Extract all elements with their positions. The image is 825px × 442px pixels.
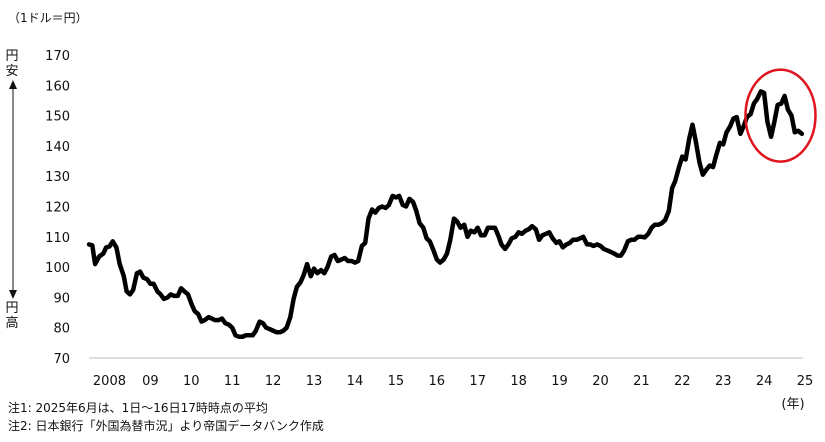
x-tick-label: 09 (142, 374, 159, 389)
unit-label: （1ドル＝円） (8, 11, 88, 25)
x-tick-label: 20 (592, 374, 609, 389)
x-tick-label: 18 (510, 374, 527, 389)
y-tick-label: 100 (45, 261, 70, 276)
x-tick-label: 16 (429, 374, 446, 389)
x-tick-label: 23 (715, 374, 732, 389)
yen-strong-label: 円高 (5, 301, 18, 331)
x-tick-label: 17 (469, 374, 486, 389)
note-2: 注2: 日本銀行「外国為替市況」より帝国データバンク作成 (8, 418, 324, 433)
x-tick-label: 11 (224, 374, 241, 389)
y-tick-label: 110 (45, 231, 70, 246)
y-tick-label: 170 (45, 49, 70, 64)
x-tick-label: 13 (306, 374, 323, 389)
x-axis-ticks: 2008 09 10 11 12 13 14 15 16 17 18 19 20 21 22 23 24 25 (93, 374, 813, 389)
y-tick-label: 80 (53, 322, 70, 337)
x-tick-label: 10 (183, 374, 200, 389)
y-tick-label: 130 (45, 170, 70, 185)
x-tick-label: 21 (633, 374, 650, 389)
up-arrow-icon (9, 80, 17, 89)
x-tick-label: 14 (347, 374, 364, 389)
highlight-circle (744, 68, 817, 163)
x-tick-label: 12 (265, 374, 282, 389)
y-axis-ticks: 70 80 90 100 110 120 130 140 150 160 170 (45, 49, 70, 367)
y-tick-label: 150 (45, 110, 70, 125)
series-line (86, 89, 805, 340)
x-tick-label: 25 (797, 374, 814, 389)
down-arrow-icon (9, 290, 17, 299)
y-tick-label: 140 (45, 140, 70, 155)
x-unit-label: (年) (781, 397, 804, 412)
note-1: 注1: 2025年6月は、1日～16日17時時点の平均 (8, 400, 268, 415)
y-tick-label: 70 (53, 352, 70, 367)
x-tick-label: 24 (756, 374, 773, 389)
x-tick-label: 19 (551, 374, 568, 389)
x-tick-label: 22 (674, 374, 691, 389)
y-direction-indicator: 円安 円高 (5, 49, 18, 331)
y-tick-label: 160 (45, 79, 70, 94)
x-tick-label: 2008 (93, 374, 126, 389)
y-tick-label: 120 (45, 201, 70, 216)
y-tick-label: 90 (53, 291, 70, 306)
yen-weak-label: 円安 (5, 49, 18, 79)
x-tick-label: 15 (388, 374, 405, 389)
